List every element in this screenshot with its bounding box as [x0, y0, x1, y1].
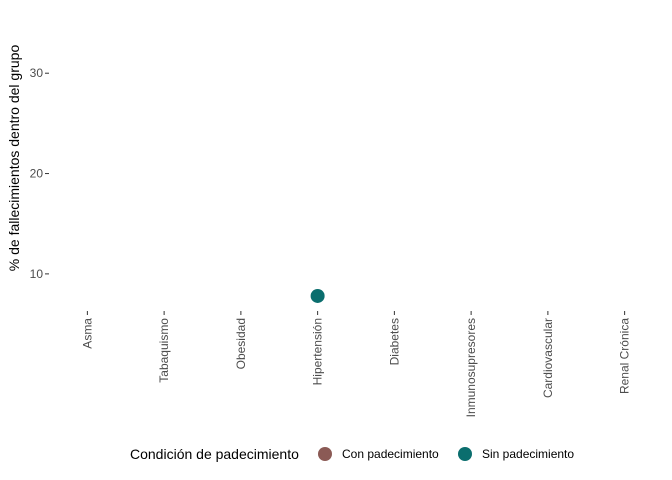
- x-tick-label-hipertension: Hipertensión: [311, 318, 325, 385]
- y-axis: 10 20 30: [30, 66, 49, 281]
- legend-key-con-padecimiento: [318, 447, 332, 461]
- legend-key-sin-padecimiento: [458, 447, 472, 461]
- legend-label-con-padecimiento: Con padecimiento: [342, 447, 439, 461]
- legend: Condición de padecimiento Con padecimien…: [130, 446, 574, 462]
- y-tick-label-30: 30: [30, 66, 44, 80]
- x-tick-label-tabaquismo: Tabaquismo: [157, 318, 171, 383]
- y-tick-label-10: 10: [30, 267, 44, 281]
- legend-label-sin-padecimiento: Sin padecimiento: [482, 447, 574, 461]
- data-points: [310, 288, 325, 303]
- y-axis-title: % de fallecimientos dentro del grupo: [6, 45, 22, 272]
- x-axis: Asma Tabaquismo Obesidad Hipertensión Diabet…: [80, 311, 632, 417]
- x-tick-label-obesidad: Obesidad: [234, 318, 248, 369]
- x-tick-label-inmunosupresores: Inmunosupresores: [464, 318, 478, 417]
- legend-title: Condición de padecimiento: [130, 446, 299, 462]
- x-tick-label-asma: Asma: [80, 318, 94, 349]
- x-tick-label-cardiovascular: Cardiovascular: [541, 318, 555, 398]
- point-sin-padecimiento-hipertension: [310, 288, 325, 303]
- y-tick-label-20: 20: [30, 167, 44, 181]
- x-tick-label-diabetes: Diabetes: [387, 318, 401, 365]
- x-tick-label-renal-cronica: Renal Crónica: [618, 318, 632, 394]
